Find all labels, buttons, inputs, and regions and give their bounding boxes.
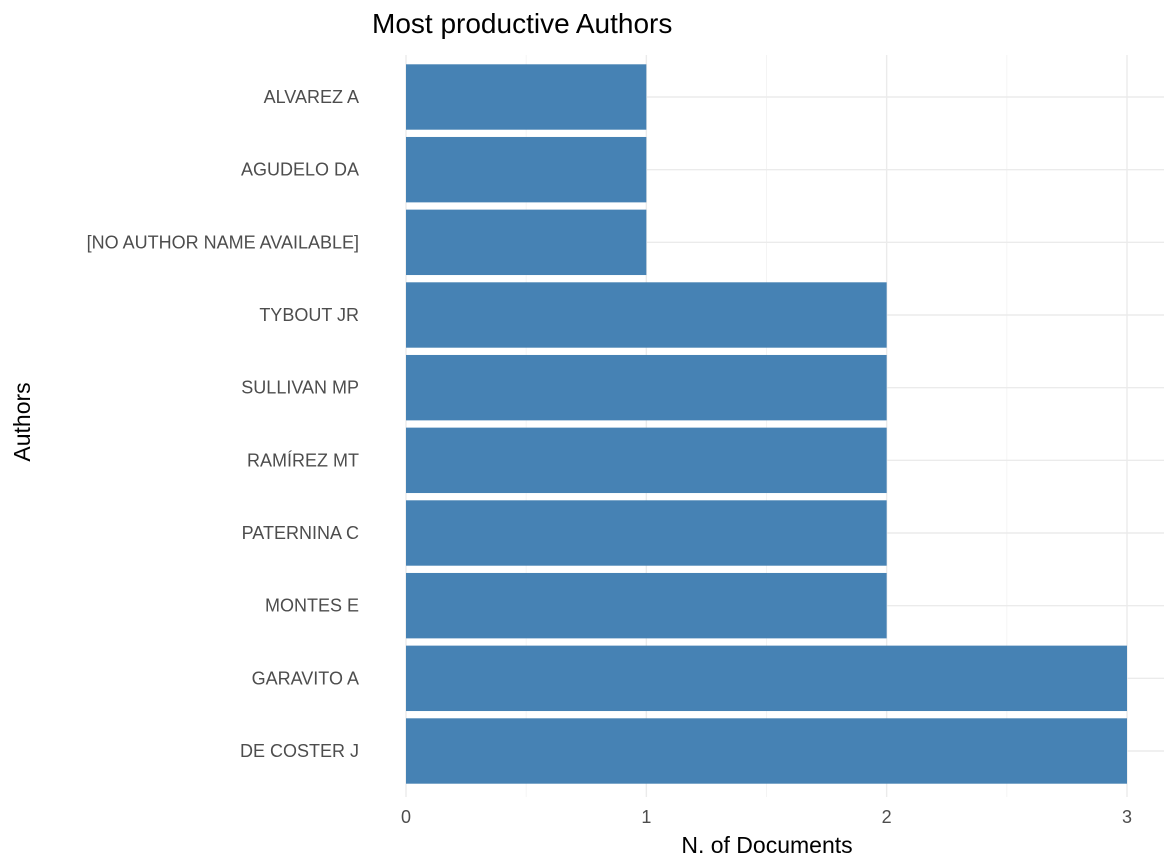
bar bbox=[406, 282, 887, 348]
y-tick-label: RAMÍREZ MT bbox=[247, 450, 359, 470]
y-tick-label: AGUDELO DA bbox=[241, 160, 359, 180]
bar bbox=[406, 645, 1127, 712]
y-tick-labels: ALVAREZ A AGUDELO DA [NO AUTHOR NAME AVAIL… bbox=[87, 87, 359, 761]
x-tick-label: 0 bbox=[401, 807, 411, 827]
x-tick-label: 3 bbox=[1122, 807, 1132, 827]
bars bbox=[406, 64, 1127, 784]
y-tick-label: MONTES E bbox=[265, 596, 359, 616]
bar bbox=[406, 718, 1127, 784]
bar bbox=[406, 500, 887, 566]
y-tick-label: GARAVITO A bbox=[252, 668, 359, 688]
y-axis-title: Authors bbox=[9, 382, 35, 461]
y-tick-label: PATERNINA C bbox=[242, 523, 359, 543]
y-tick-label: ALVAREZ A bbox=[264, 87, 359, 107]
y-tick-label: DE COSTER J bbox=[240, 741, 359, 761]
x-axis-title: N. of Documents bbox=[681, 832, 852, 858]
bar bbox=[406, 136, 647, 203]
x-tick-label: 1 bbox=[641, 807, 651, 827]
bar bbox=[406, 209, 647, 276]
bar bbox=[406, 64, 647, 130]
bar bbox=[406, 572, 887, 639]
bar bbox=[406, 354, 887, 421]
x-tick-label: 2 bbox=[882, 807, 892, 827]
x-tick-labels: 0 1 2 3 bbox=[401, 807, 1132, 827]
y-tick-label: SULLIVAN MP bbox=[241, 378, 359, 398]
bar bbox=[406, 427, 887, 494]
y-tick-label: TYBOUT JR bbox=[259, 305, 359, 325]
chart-title: Most productive Authors bbox=[372, 8, 672, 39]
y-tick-label: [NO AUTHOR NAME AVAILABLE] bbox=[87, 232, 359, 252]
